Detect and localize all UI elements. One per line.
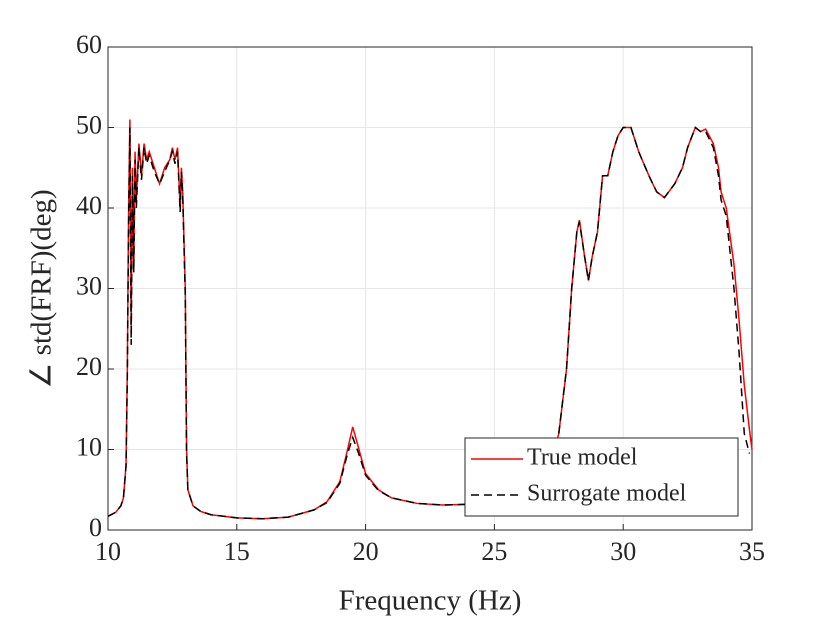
x-tick-label: 25	[481, 537, 507, 566]
y-tick-label: 50	[76, 110, 102, 139]
y-tick-label: 60	[76, 30, 102, 59]
plot-frame	[107, 46, 753, 531]
y-tick-label: 0	[89, 513, 102, 542]
legend-box	[464, 437, 739, 517]
x-tick-label: 15	[224, 537, 250, 566]
x-tick-label: 35	[739, 537, 765, 566]
y-tick-label: 10	[76, 432, 102, 461]
y-axis-label: ∠ std(FRF)(deg)	[26, 189, 58, 388]
x-tick-label: 30	[610, 537, 636, 566]
y-tick-label: 30	[76, 271, 102, 300]
x-tick-label: 20	[353, 537, 379, 566]
series-line	[107, 126, 751, 520]
y-tick-label: 20	[76, 352, 102, 381]
x-tick-label: 10	[95, 537, 121, 566]
y-tick-label: 40	[76, 191, 102, 220]
legend-label: Surrogate model	[527, 481, 687, 507]
x-axis-label: Frequency (Hz)	[339, 585, 522, 617]
legend-label: True model	[527, 445, 638, 471]
